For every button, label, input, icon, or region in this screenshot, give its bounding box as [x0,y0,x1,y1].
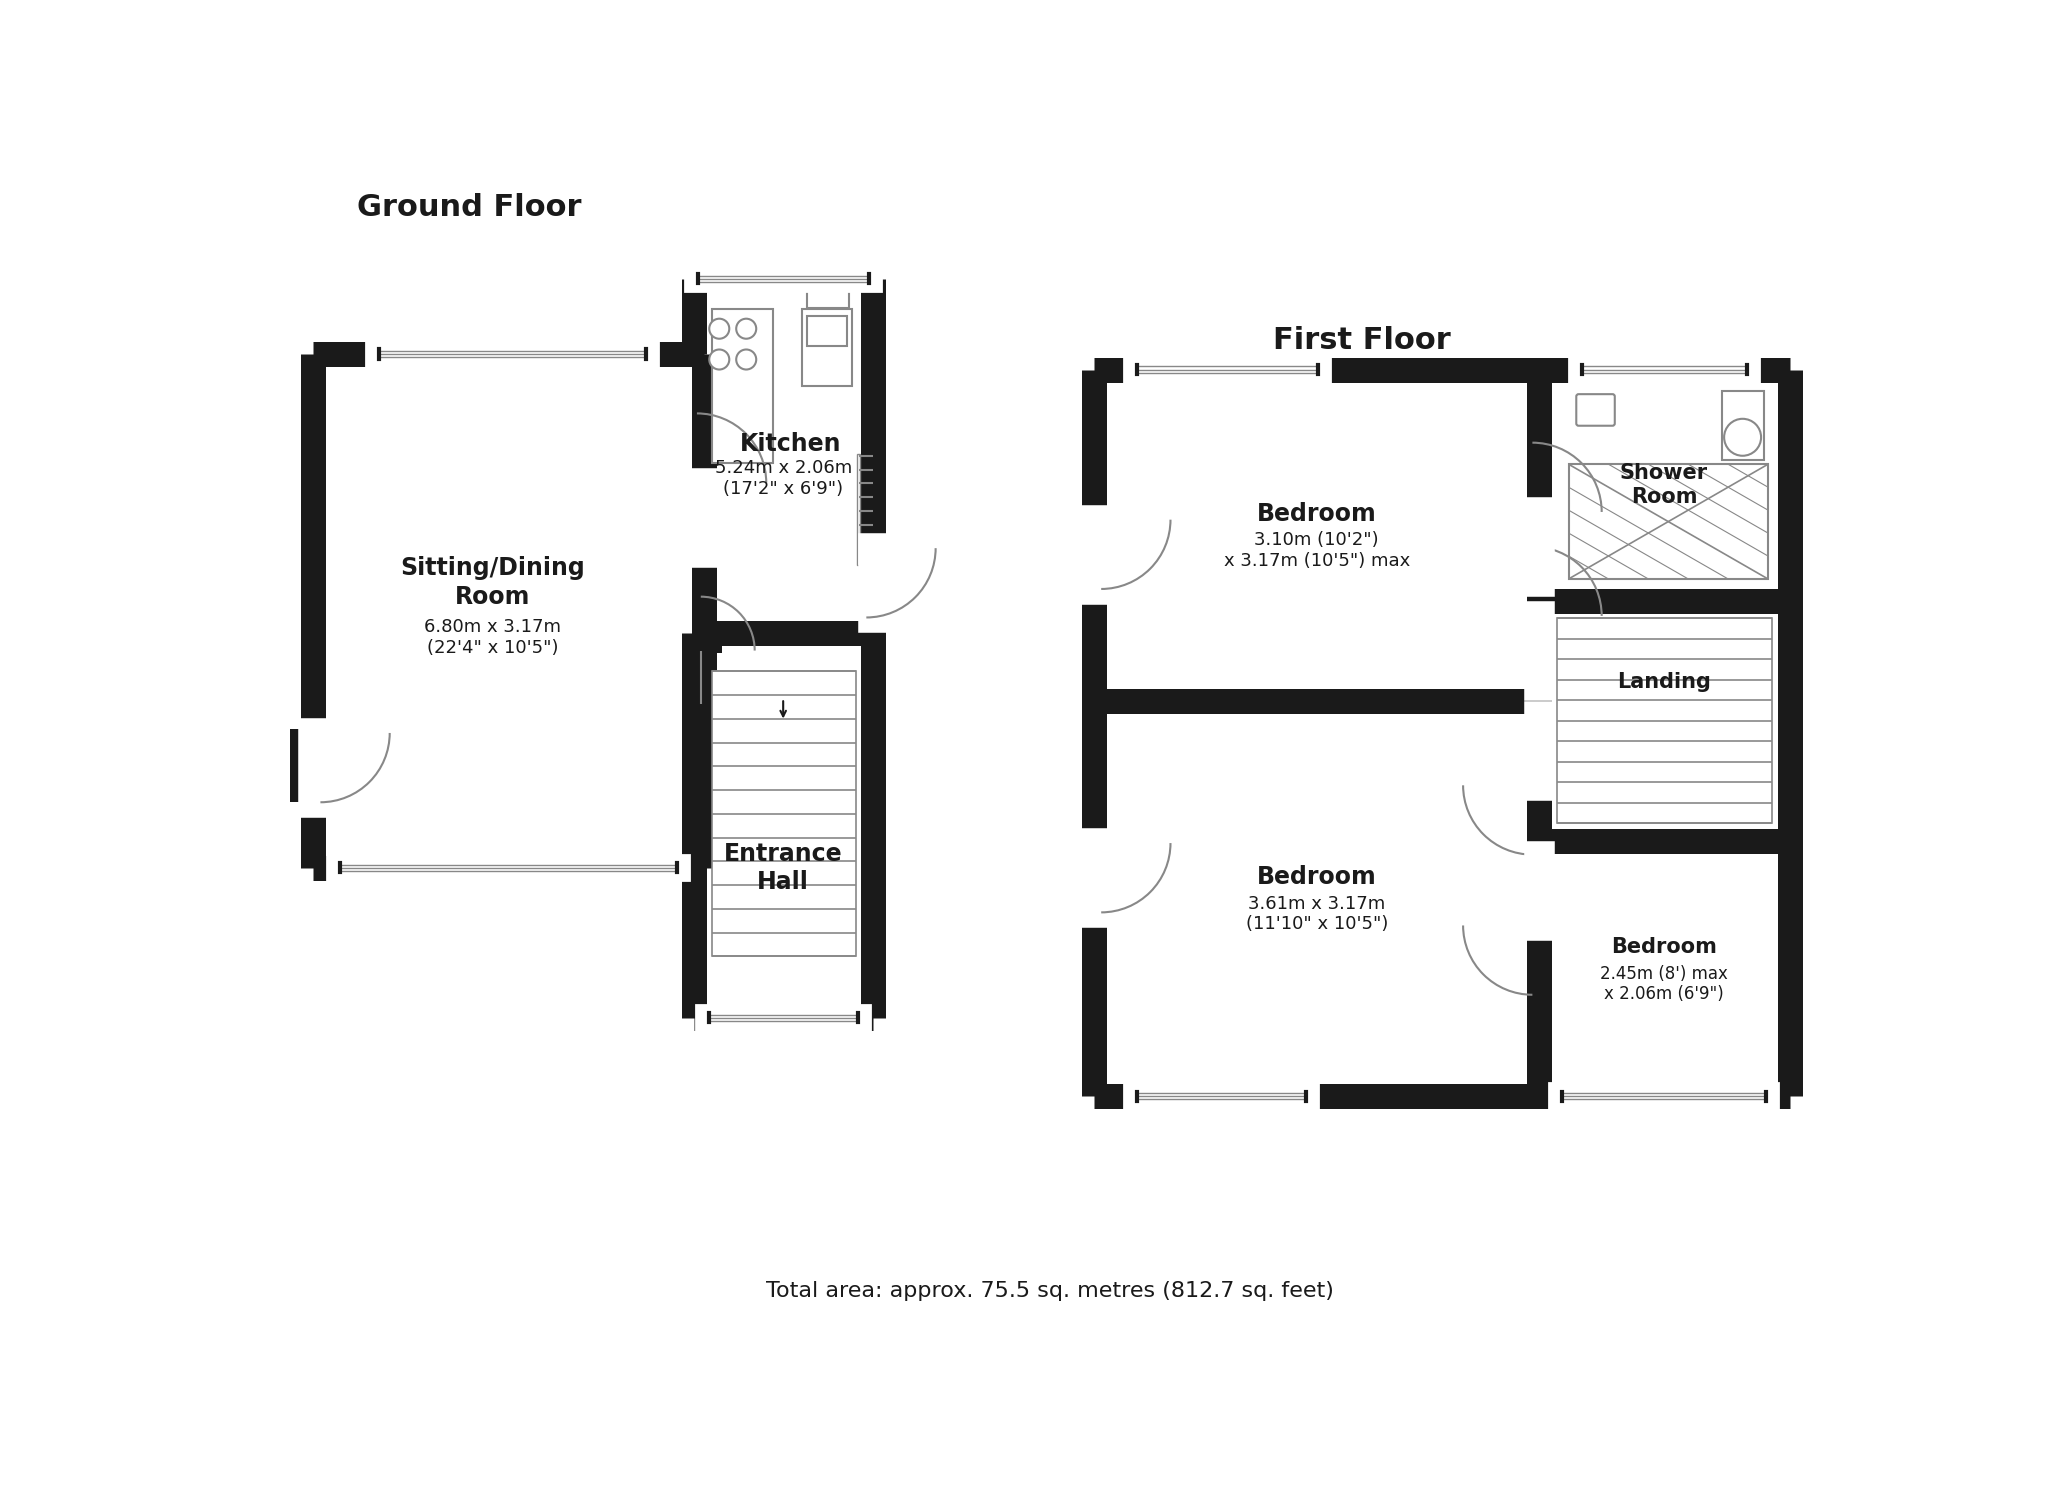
Bar [1556,618,1772,823]
Circle shape [1724,418,1761,455]
Text: Entrance
Hall: Entrance Hall [723,842,842,894]
Text: 3.61m x 3.17m
(11'10" x 10'5"): 3.61m x 3.17m (11'10" x 10'5") [1245,894,1389,933]
Circle shape [735,318,756,339]
Text: First Floor: First Floor [1274,326,1452,354]
Text: Landing: Landing [1618,673,1710,692]
Text: 3.10m (10'2")
x 3.17m (10'5") max: 3.10m (10'2") x 3.17m (10'5") max [1223,531,1409,570]
Text: Shower
Room: Shower Room [1620,463,1708,506]
Circle shape [709,350,729,369]
Text: Ground Floor: Ground Floor [356,193,582,222]
Bar [291,729,319,802]
Text: Bedroom: Bedroom [1612,937,1716,957]
Bar [1569,464,1767,579]
Text: Total area: approx. 75.5 sq. metres (812.7 sq. feet): Total area: approx. 75.5 sq. metres (812… [766,1281,1333,1301]
Text: 6.80m x 3.17m
(22'4" x 10'5"): 6.80m x 3.17m (22'4" x 10'5") [424,618,561,656]
Bar [858,454,860,565]
Bar [711,671,856,957]
Circle shape [735,350,756,369]
Text: 5.24m x 2.06m
(17'2" x 6'9"): 5.24m x 2.06m (17'2" x 6'9") [715,460,852,498]
FancyBboxPatch shape [1577,394,1614,426]
Bar [1722,391,1763,460]
Bar [807,315,848,347]
Bar [705,632,721,653]
Bar [801,310,852,387]
Bar [807,286,850,308]
Text: Room: Room [455,585,530,610]
Bar [711,310,774,463]
Circle shape [709,318,729,339]
Text: 2.45m (8') max
x 2.06m (6'9"): 2.45m (8') max x 2.06m (6'9") [1599,964,1729,1003]
Text: Bedroom: Bedroom [1257,865,1376,888]
Text: Bedroom: Bedroom [1257,501,1376,525]
Text: Kitchen: Kitchen [739,432,842,457]
Text: Sitting/Dining: Sitting/Dining [401,557,586,580]
